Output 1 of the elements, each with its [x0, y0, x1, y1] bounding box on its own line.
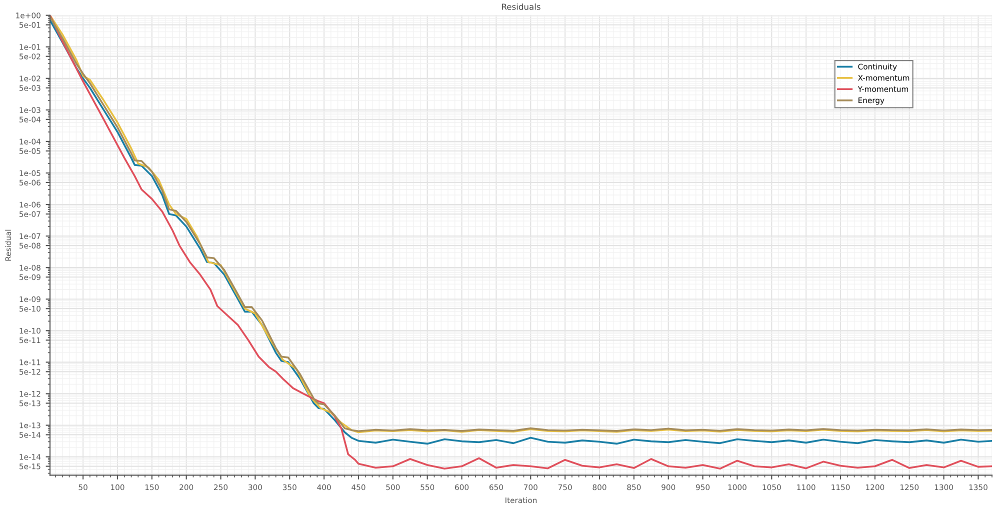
chart-title: Residuals [502, 3, 540, 10]
